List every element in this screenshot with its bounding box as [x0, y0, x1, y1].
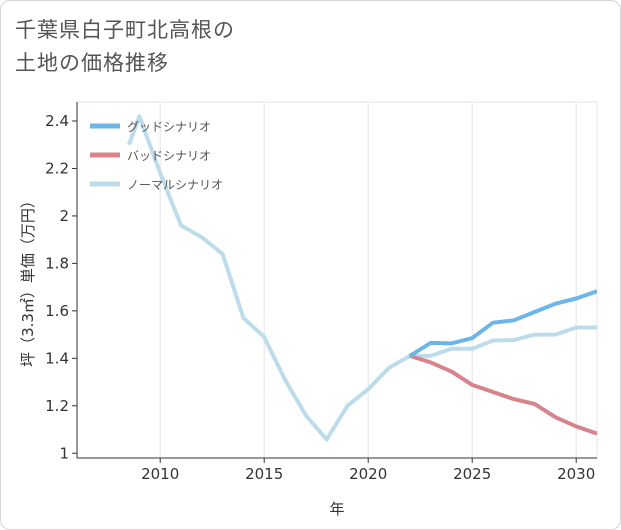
x-tick-label-2020: 2020	[349, 465, 387, 483]
chart-title: 千葉県白子町北高根の 土地の価格推移	[15, 14, 235, 80]
x-tick-label-2015: 2015	[245, 465, 283, 483]
y-tick-label-2.4: 2.4	[45, 112, 69, 130]
y-tick-label-2.2: 2.2	[45, 159, 69, 177]
series-line-bad	[409, 353, 597, 436]
y-axis-label: 坪（3.3㎡）単価（万円）	[19, 193, 37, 367]
y-tick-label-1: 1	[59, 444, 69, 462]
grid-lines	[159, 102, 577, 458]
legend-normal-label: ノーマルシナリオ	[127, 178, 223, 192]
chart-title-line1: 千葉県白子町北高根の	[15, 18, 235, 42]
x-tick-label-2010: 2010	[141, 465, 179, 483]
x-tick-label-2030: 2030	[557, 465, 595, 483]
legend-good-label: グッドシナリオ	[127, 120, 211, 134]
y-tick-label-1.2: 1.2	[45, 397, 69, 415]
y-tick-label-1.6: 1.6	[45, 302, 69, 320]
y-tick-label-2: 2	[59, 207, 69, 225]
series-line-good	[408, 289, 597, 358]
legend-bad-label: バッドシナリオ	[127, 149, 211, 163]
series-line-normal	[127, 114, 597, 442]
chart-title-line2: 土地の価格推移	[15, 51, 169, 75]
y-axis-ticks: 1 1.2 1.4 1.6 1.8 2 2.2 2.4	[45, 112, 77, 462]
x-axis-label: 年	[329, 500, 344, 518]
y-tick-label-1.8: 1.8	[45, 254, 69, 272]
y-tick-label-1.4: 1.4	[45, 349, 69, 367]
series-lines	[127, 114, 597, 442]
x-tick-label-2025: 2025	[453, 465, 491, 483]
plot-frame	[76, 101, 598, 459]
x-axis-ticks: 2010 2015 2020 2025 2030	[141, 458, 595, 483]
